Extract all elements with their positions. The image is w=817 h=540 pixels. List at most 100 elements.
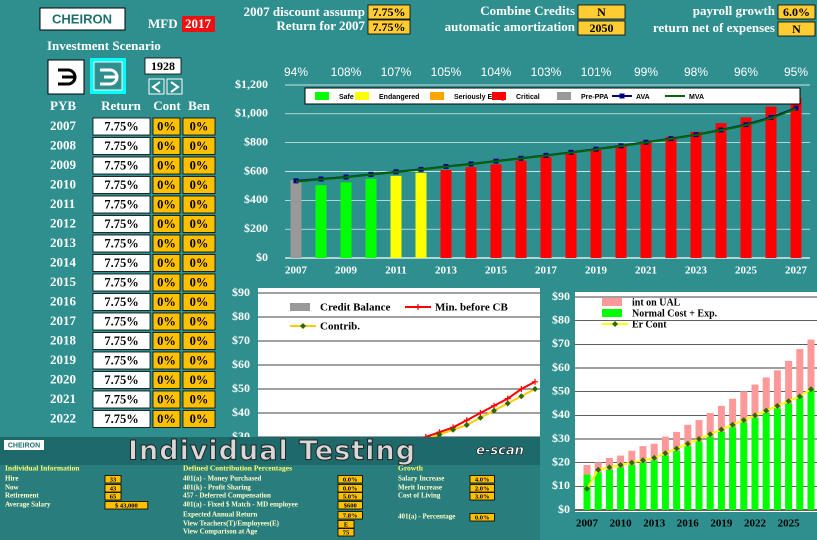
cell-box <box>92 156 151 175</box>
field-label: Average Salary <box>5 501 51 509</box>
legend-swatch <box>557 92 571 100</box>
cell-box <box>152 137 181 155</box>
cell-box <box>152 176 181 194</box>
bar <box>594 472 602 510</box>
bar <box>390 175 402 258</box>
scenario-year: 1928 <box>151 59 175 73</box>
cell-box <box>92 215 151 233</box>
line-marker <box>673 445 680 452</box>
row-year: 2021 <box>50 391 76 406</box>
net-label: return net of expenses <box>653 20 775 35</box>
bar <box>583 465 591 475</box>
bar <box>706 436 714 510</box>
row-year: 2009 <box>50 157 77 172</box>
line-marker <box>752 412 758 419</box>
x-tick-label: 2021 <box>635 265 657 277</box>
row-year: 2013 <box>50 235 77 250</box>
amort-value: 2050 <box>590 21 614 35</box>
x-tick-label: 2022 <box>744 518 767 530</box>
y-tick-label: $1,000 <box>235 106 268 120</box>
cell-box <box>182 410 216 428</box>
cell-box <box>152 273 181 292</box>
button-icon <box>58 68 77 86</box>
line-marker <box>436 431 443 438</box>
y-tick-label: $600 <box>244 163 268 177</box>
legend-swatch <box>602 298 622 306</box>
cell-box <box>92 351 151 370</box>
line-marker <box>696 436 702 442</box>
bar <box>796 349 804 397</box>
x-tick-label: 2019 <box>710 518 733 530</box>
field-label: Hire <box>5 475 18 483</box>
line-marker <box>612 321 618 327</box>
line-marker <box>518 386 525 392</box>
line-marker <box>662 450 669 457</box>
cell: 0% <box>157 295 176 309</box>
x-tick-label: 2019 <box>585 265 608 277</box>
bar <box>673 450 681 510</box>
bar <box>684 424 692 447</box>
logo: CHEIRON <box>52 11 112 26</box>
field-value: 75 <box>343 530 350 537</box>
next-button[interactable] <box>166 78 183 95</box>
field-label: View Comparison at Age <box>183 528 257 536</box>
amort-value-box <box>577 20 626 36</box>
bar <box>717 405 725 432</box>
field-label: Salary Increase <box>398 475 444 483</box>
discount-label: 2007 discount assump <box>244 4 365 19</box>
bar <box>490 164 502 258</box>
line-marker <box>707 431 714 438</box>
field-value: 7.8% <box>343 513 358 520</box>
bar <box>715 123 727 259</box>
row-year: 2010 <box>50 176 76 191</box>
line <box>295 107 797 183</box>
field-value: 4.0% <box>475 477 490 484</box>
field-value-box <box>104 475 122 484</box>
cell-box <box>92 273 151 292</box>
field-value: 0.0% <box>475 515 490 522</box>
field-value: 5.0% <box>343 494 358 501</box>
combine-value: N <box>597 5 606 19</box>
bar <box>684 446 692 510</box>
line-marker <box>518 393 525 400</box>
cell-box <box>182 215 216 233</box>
scenario-buttons <box>47 58 183 95</box>
legend-label: MVA <box>689 94 704 101</box>
cell: 0% <box>190 217 209 231</box>
field-label: Now <box>5 484 20 492</box>
cell-box <box>152 410 181 428</box>
column-header: Return <box>101 98 141 113</box>
bar <box>751 417 759 510</box>
field-label: Merit Increase <box>398 484 442 492</box>
cell: 0% <box>190 314 209 328</box>
y-tick-label: $80 <box>232 309 250 323</box>
y-tick-label: $50 <box>232 381 250 395</box>
cell-box <box>92 371 151 389</box>
bar <box>740 422 748 510</box>
funded-ratio-label: 103% <box>531 65 562 79</box>
cell-box <box>152 156 181 175</box>
field-value: E <box>344 522 348 529</box>
field-value-box <box>337 520 355 529</box>
line-marker <box>532 386 538 392</box>
cell-box <box>92 234 151 253</box>
cell: 7.75% <box>104 178 138 192</box>
prev-button[interactable] <box>148 78 165 95</box>
bar <box>640 141 652 258</box>
bar <box>617 467 625 510</box>
y-tick-label: $800 <box>244 134 268 148</box>
x-tick-label: 2010 <box>610 518 633 530</box>
bar <box>717 431 725 510</box>
cell-box <box>182 332 216 350</box>
cell-box <box>182 293 216 311</box>
cell: 7.75% <box>104 353 138 367</box>
cell: 7.75% <box>104 197 138 211</box>
field-label: 401(a) - Money Purchased <box>183 475 261 483</box>
cell: 7.75% <box>104 158 138 172</box>
bar <box>315 185 327 258</box>
bar <box>729 398 737 428</box>
field-value-box <box>337 501 363 510</box>
bar <box>807 339 815 390</box>
cell: 0% <box>157 275 176 289</box>
cell: 0% <box>190 373 209 387</box>
